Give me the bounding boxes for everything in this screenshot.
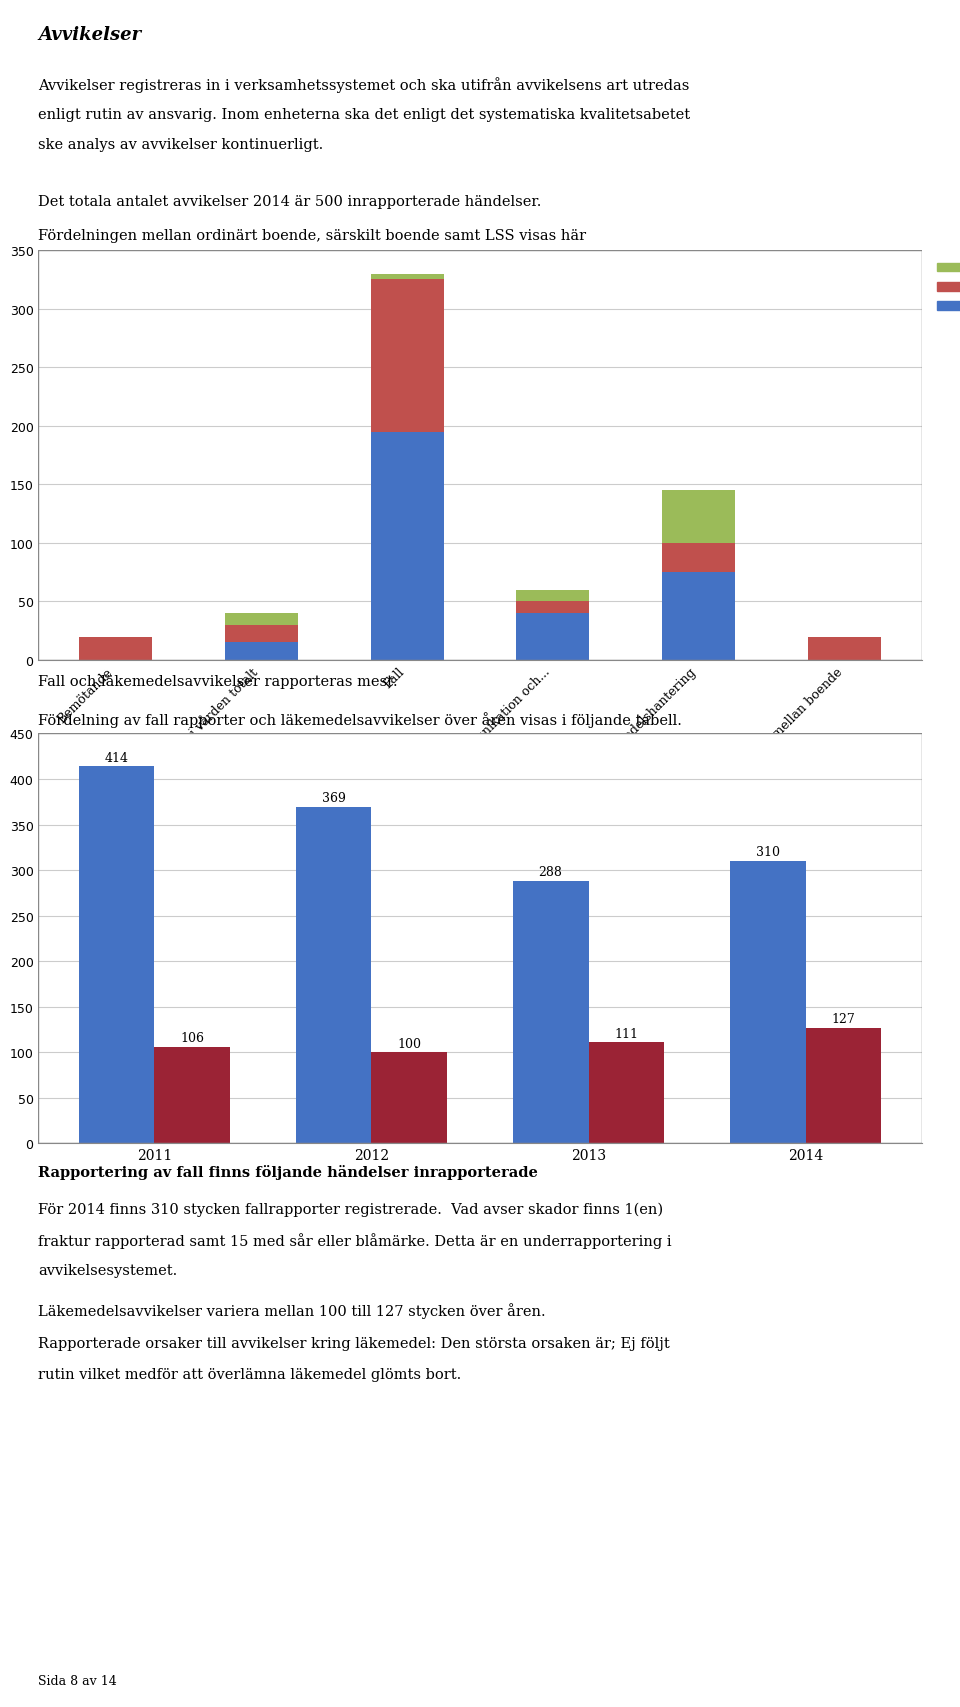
Text: Rapporterade orsaker till avvikelser kring läkemedel: Den största orsaken är; Ej: Rapporterade orsaker till avvikelser kri… [38,1337,670,1350]
Bar [371,275,444,280]
Text: Rapportering av fall finns följande händelser inrapporterade: Rapportering av fall finns följande händ… [38,1164,539,1180]
Bar [155,1046,230,1144]
Text: 414: 414 [105,751,129,765]
Bar [805,1028,881,1144]
Bar [372,1053,447,1144]
Text: 111: 111 [614,1028,638,1040]
Text: 127: 127 [831,1012,855,1026]
Bar [516,603,589,615]
Text: ske analys av avvikelser kontinuerligt.: ske analys av avvikelser kontinuerligt. [38,138,324,152]
Text: avvikelsesystemet.: avvikelsesystemet. [38,1263,178,1277]
Text: 106: 106 [180,1031,204,1045]
Text: rutin vilket medför att överlämna läkemedel glömts bort.: rutin vilket medför att överlämna läkeme… [38,1367,462,1381]
Bar [516,591,589,603]
Bar [79,637,152,661]
Bar [225,644,298,661]
Text: 288: 288 [539,865,563,879]
Text: Avvikelser: Avvikelser [38,26,141,44]
Text: 310: 310 [756,845,780,859]
Bar [79,766,155,1144]
Text: Fördelningen mellan ordinärt boende, särskilt boende samt LSS visas här: Fördelningen mellan ordinärt boende, sär… [38,229,587,242]
Text: Sida 8 av 14: Sida 8 av 14 [38,1673,117,1687]
Bar [225,615,298,625]
Bar [225,625,298,644]
Bar [516,615,589,661]
Text: enligt rutin av ansvarig. Inom enheterna ska det enligt det systematiska kvalite: enligt rutin av ansvarig. Inom enheterna… [38,108,690,121]
Text: 369: 369 [322,792,346,806]
Bar [371,280,444,432]
Bar [730,862,805,1144]
Text: Det totala antalet avvikelser 2014 är 500 inrapporterade händelser.: Det totala antalet avvikelser 2014 är 50… [38,195,541,208]
Bar [588,1043,664,1144]
Text: Fall och läkemedelsavvikelser rapporteras mest.: Fall och läkemedelsavvikelser rapportera… [38,674,398,688]
Bar [38,734,922,1144]
Text: För 2014 finns 310 stycken fallrapporter registrerade.  Vad avser skador finns 1: För 2014 finns 310 stycken fallrapporter… [38,1202,663,1215]
Bar [38,251,922,661]
Bar [371,432,444,661]
Text: Läkemedelsavvikelser variera mellan 100 till 127 stycken över åren.: Läkemedelsavvikelser variera mellan 100 … [38,1302,546,1318]
Bar [662,492,735,543]
Bar [662,543,735,574]
Text: 100: 100 [397,1036,421,1050]
Bar [808,637,881,661]
Text: fraktur rapporterad samt 15 med sår eller blåmärke. Detta är en underrapporterin: fraktur rapporterad samt 15 med sår elle… [38,1232,672,1248]
Text: Avvikelser registreras in i verksamhetssystemet och ska utifrån avvikelsens art : Avvikelser registreras in i verksamhetss… [38,77,690,92]
Text: Fördelning av fall rapporter och läkemedelsavvikelser över åren visas i följande: Fördelning av fall rapporter och läkemed… [38,712,683,727]
Bar [662,574,735,661]
Bar [296,807,372,1144]
Bar [513,881,588,1144]
Legend: LSS/HO, Särskilt boende, Hemtjänst: LSS/HO, Särskilt boende, Hemtjänst [932,258,960,319]
